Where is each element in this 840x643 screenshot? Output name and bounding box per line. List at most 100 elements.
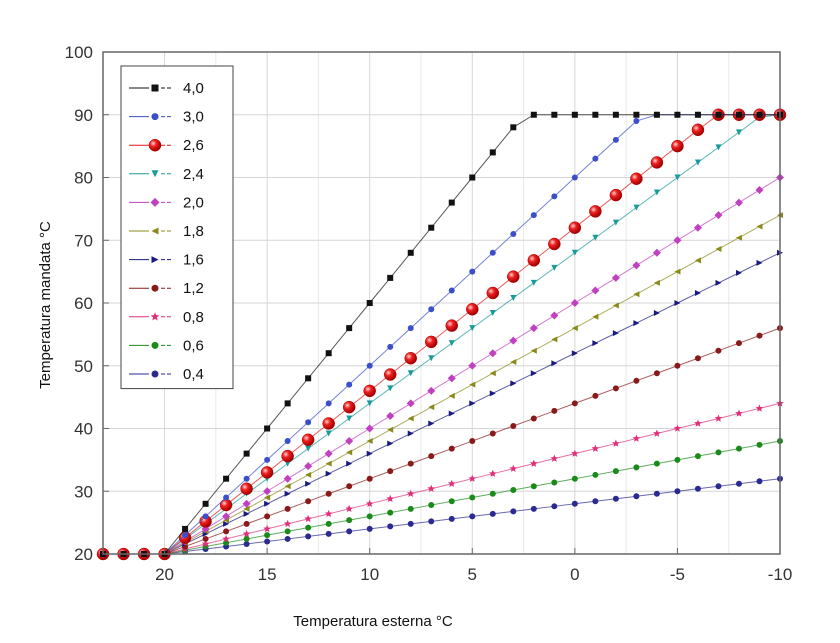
series-1-8 — [100, 212, 783, 557]
data-point — [182, 532, 189, 539]
legend-item: 2,0 — [129, 194, 204, 211]
x-tick-label: -10 — [768, 565, 793, 584]
legend-marker — [151, 256, 159, 264]
data-point — [592, 392, 599, 399]
data-point — [735, 340, 742, 347]
data-point — [653, 460, 660, 467]
data-point — [715, 449, 722, 456]
data-point — [571, 350, 578, 357]
data-point — [428, 224, 435, 231]
legend: 4,0 3,0 2,6 2,4 2,0 1,8 1,6 1,2 0,8 0,6 0,4 — [120, 65, 234, 390]
data-point — [283, 474, 292, 483]
data-point — [363, 384, 376, 398]
data-point — [243, 540, 250, 547]
data-point — [674, 111, 681, 118]
data-point — [346, 325, 353, 332]
data-point — [223, 475, 230, 482]
data-point — [305, 375, 312, 382]
data-point — [609, 188, 623, 202]
x-tick-label: 15 — [258, 565, 277, 584]
data-point — [714, 211, 723, 220]
data-point — [448, 445, 455, 452]
data-point — [366, 450, 373, 457]
series-0-6 — [100, 438, 783, 557]
legend-item: 1,8 — [129, 223, 204, 240]
data-point — [653, 279, 660, 286]
data-point — [489, 490, 496, 497]
data-point — [387, 426, 394, 433]
data-point — [612, 495, 619, 502]
data-point — [448, 340, 455, 347]
x-tick-label: 20 — [155, 565, 174, 584]
data-point — [407, 325, 414, 332]
data-point — [387, 385, 394, 392]
data-point — [383, 368, 397, 381]
data-point — [551, 503, 558, 510]
data-point — [448, 199, 455, 206]
data-point — [633, 118, 640, 125]
legend-item: 0,8 — [129, 309, 204, 326]
data-point — [182, 525, 189, 532]
data-point — [243, 505, 250, 512]
data-point — [633, 111, 640, 118]
data-point — [530, 415, 537, 422]
data-point — [612, 136, 619, 143]
legend-item: 0,4 — [129, 366, 204, 383]
data-point — [715, 111, 722, 118]
data-point — [469, 268, 476, 275]
data-point — [530, 347, 537, 354]
data-point — [448, 498, 455, 505]
data-point — [510, 508, 517, 515]
series-line — [103, 214, 781, 555]
data-point — [735, 480, 742, 487]
data-point — [428, 355, 435, 362]
data-point — [489, 510, 496, 517]
data-point — [673, 424, 682, 432]
data-point — [486, 286, 500, 300]
data-point — [325, 470, 332, 477]
data-point — [571, 111, 578, 118]
data-point — [284, 535, 291, 542]
legend-marker — [148, 138, 162, 152]
data-point — [366, 525, 373, 532]
data-point — [424, 335, 438, 349]
data-point — [387, 440, 394, 447]
data-point — [407, 520, 414, 527]
y-tick-label: 90 — [74, 106, 93, 125]
data-point — [756, 223, 763, 230]
data-point — [756, 332, 763, 339]
legend-marker — [151, 227, 159, 235]
data-point — [264, 532, 271, 539]
data-point — [386, 411, 395, 420]
data-point — [510, 486, 517, 493]
data-point — [592, 498, 599, 505]
data-point — [284, 438, 291, 445]
legend-marker — [151, 84, 159, 92]
data-point — [694, 485, 701, 492]
data-point — [284, 400, 291, 407]
data-point — [571, 500, 578, 507]
data-point — [530, 483, 537, 490]
data-point — [304, 514, 312, 523]
data-point — [366, 438, 373, 445]
data-point — [386, 494, 395, 503]
data-point — [568, 221, 582, 234]
data-point — [428, 306, 435, 313]
data-point — [633, 291, 640, 298]
y-tick-label: 50 — [74, 357, 93, 376]
data-point — [242, 529, 251, 538]
data-point — [445, 319, 459, 332]
legend-item: 2,6 — [129, 137, 204, 154]
data-point — [263, 487, 272, 496]
series-line — [103, 402, 781, 555]
data-point — [469, 513, 476, 520]
data-point — [345, 437, 354, 446]
legend-item: 1,2 — [129, 280, 204, 297]
data-point — [592, 234, 599, 241]
data-point — [305, 498, 312, 505]
series-line — [103, 478, 781, 555]
data-point — [428, 518, 435, 525]
y-tick-label: 20 — [74, 545, 93, 564]
data-point — [489, 310, 496, 317]
